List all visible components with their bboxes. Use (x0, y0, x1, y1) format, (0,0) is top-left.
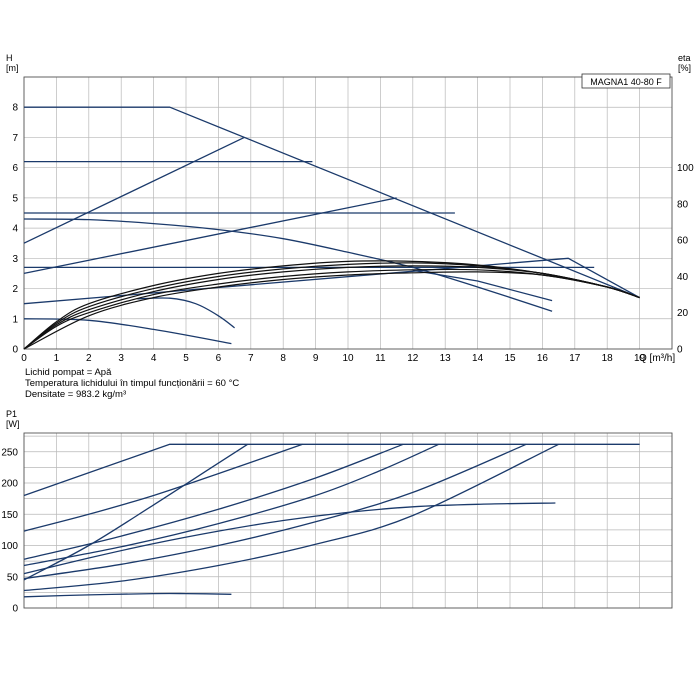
x-tick-label: 6 (216, 353, 222, 364)
x-tick-label: 3 (118, 353, 124, 364)
x-tick-label: 13 (440, 353, 452, 364)
y-tick-label: 5 (12, 193, 18, 204)
series-line-p-b (23, 443, 248, 581)
series-line-eta-3 (23, 265, 640, 350)
x-tick-label: 9 (313, 353, 319, 364)
x-tick-label: 4 (151, 353, 157, 364)
x-tick-label: 2 (86, 353, 92, 364)
series-line-p-a (23, 443, 303, 532)
y-right-tick-label: 0 (677, 345, 683, 356)
y-axis-label: H (6, 53, 13, 63)
series-line-h-curve-1.0 (23, 318, 232, 345)
y-tick-label: 3 (12, 254, 18, 265)
model-title-box (581, 73, 671, 89)
series-line-p-h (23, 592, 232, 598)
annotation-text: Lichid pompat = Apă (25, 367, 112, 378)
x-tick-label: 14 (472, 353, 484, 364)
y-right-axis-label: [%] (678, 63, 691, 73)
series-line-prop-mid (23, 197, 397, 275)
plot-frame (23, 432, 673, 609)
x-tick-label: 1 (54, 353, 60, 364)
series-line-h-curve-2.6 (412, 269, 553, 302)
y-right-tick-label: 20 (677, 308, 689, 319)
x-tick-label: 5 (183, 353, 189, 364)
x-tick-label: 18 (602, 353, 614, 364)
y-tick-label: 50 (7, 572, 19, 583)
y-tick-label: 8 (12, 103, 18, 114)
y-tick-label: 150 (1, 510, 18, 521)
x-tick-label: 7 (248, 353, 254, 364)
y-tick-label: 0 (12, 345, 18, 356)
y-tick-label: 200 (1, 479, 18, 490)
x-tick-label: 16 (537, 353, 549, 364)
x-tick-label: 8 (280, 353, 286, 364)
series-line-h-curve-1.7 (137, 297, 235, 329)
y-tick-label: 4 (12, 224, 18, 235)
series-line-p-c (23, 443, 404, 560)
y-tick-label: 1 (12, 314, 18, 325)
series-line-eta-5 (23, 271, 640, 350)
y-right-tick-label: 80 (677, 199, 689, 210)
series-line-h-curve-4.3 (23, 218, 553, 312)
x-tick-label: 19 (634, 353, 646, 364)
series-line-p-g (23, 502, 556, 575)
annotation-text: Temperatura lichidului în timpul funcțio… (25, 378, 239, 389)
x-tick-label: 15 (504, 353, 516, 364)
y-axis-label: [m] (6, 63, 19, 73)
series-line-prop-max (23, 136, 245, 244)
y-tick-label: 6 (12, 163, 18, 174)
x-axis-label: Q [m³/h] (639, 353, 675, 364)
series-line-p-d (23, 443, 439, 567)
x-tick-label: 0 (21, 353, 27, 364)
y-right-tick-label: 100 (677, 163, 694, 174)
power-chart: 0 50 100 150 200 250 P1[W] (1, 409, 673, 615)
y-tick-label: 0 (12, 604, 18, 615)
series-line-p-f (23, 443, 559, 592)
y-right-tick-label: 60 (677, 236, 689, 247)
series-line-p-e (23, 443, 527, 580)
y-tick-label: 2 (12, 284, 18, 295)
x-tick-label: 10 (342, 353, 354, 364)
model-title: MAGNA1 40-80 F (590, 77, 662, 87)
x-tick-label: 11 (375, 353, 386, 364)
x-tick-label: 12 (407, 353, 419, 364)
y-right-axis-label: eta (678, 53, 691, 63)
x-tick-label: 17 (569, 353, 581, 364)
y-axis-label: P1 (6, 409, 17, 419)
y-axis-label: [W] (6, 419, 20, 429)
series-line-max (24, 106, 640, 299)
y-tick-label: 250 (1, 447, 18, 458)
y-tick-label: 7 (12, 133, 18, 144)
y-tick-label: 100 (1, 541, 18, 552)
y-right-tick-label: 40 (677, 272, 689, 283)
series-line-max (23, 443, 640, 497)
annotation-text: Densitate = 983.2 kg/m³ (25, 389, 126, 400)
